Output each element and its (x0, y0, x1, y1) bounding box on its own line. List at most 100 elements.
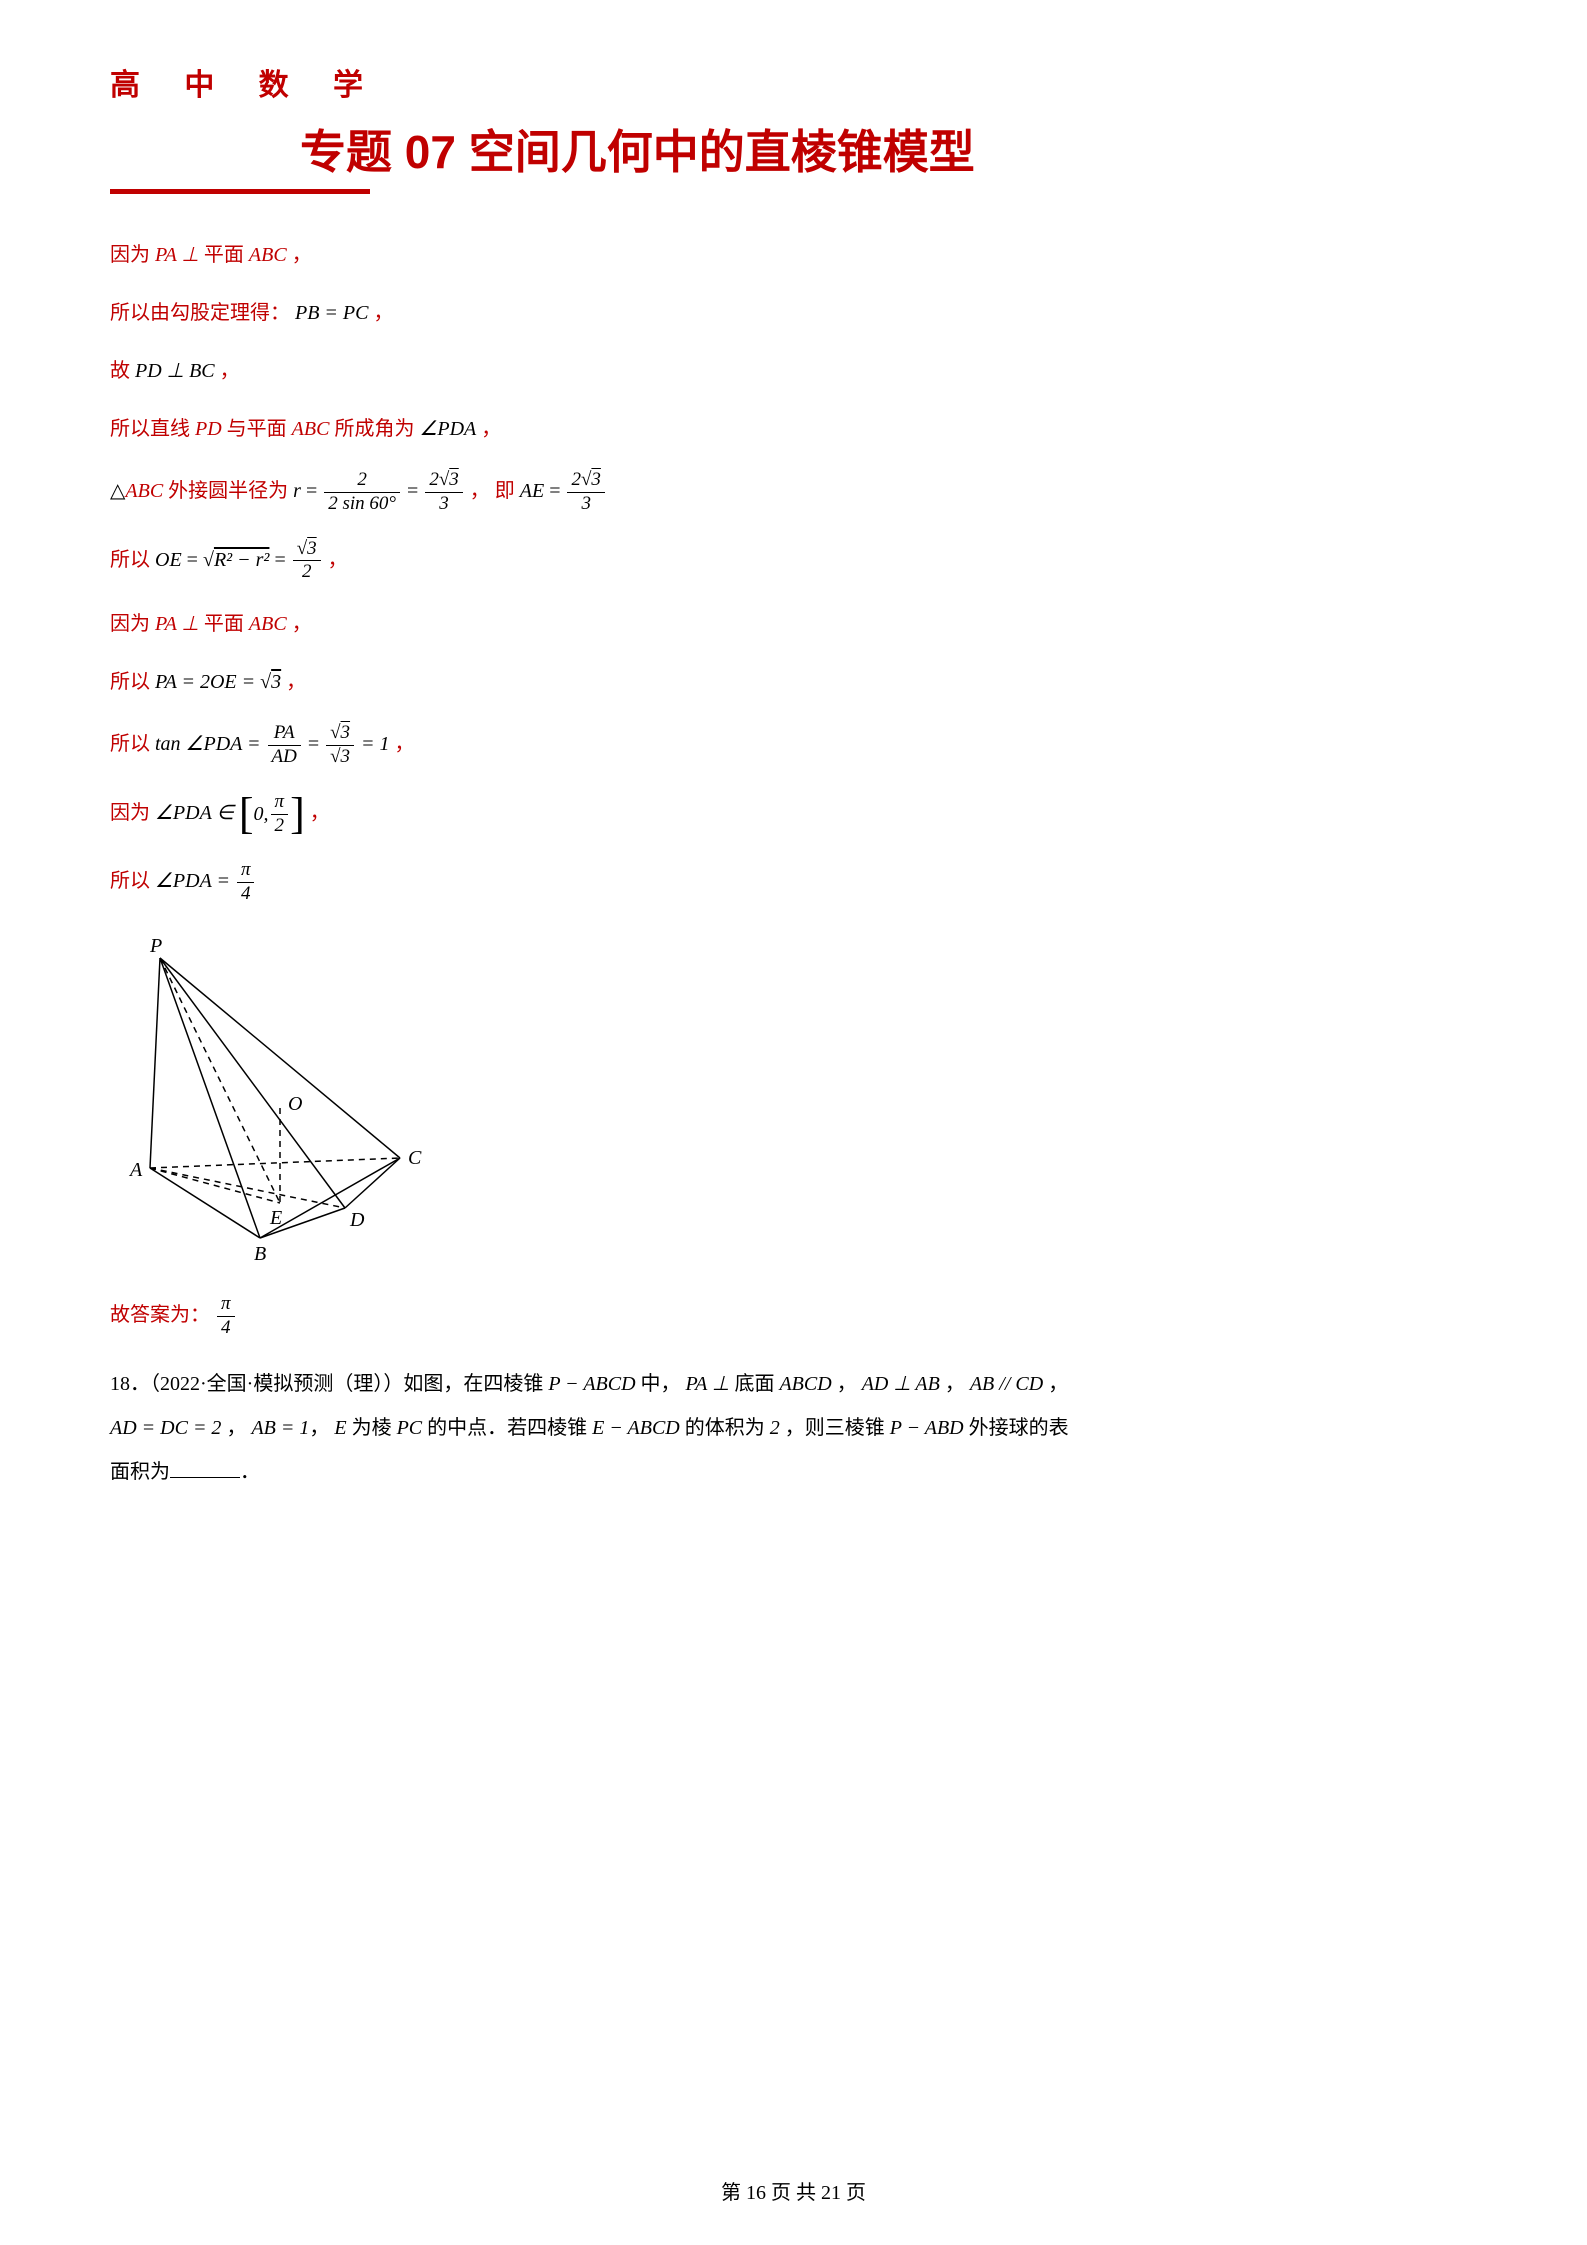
tetrahedron-diagram: P A B C D E O (110, 928, 430, 1268)
l8-m1: PA = 2OE = √3 (155, 671, 281, 693)
p18-m9: E − ABCD (592, 1417, 680, 1439)
l7-mid: 平面 (204, 613, 249, 635)
l5-ae: AE (520, 480, 544, 502)
p18-t3: ， (832, 1373, 862, 1395)
line-8: 所以 PA = 2OE = √3 ， (110, 664, 1477, 700)
l5-f1n: 2 (324, 469, 400, 493)
l9-f1n: PA (268, 722, 301, 746)
line-6: 所以 OE = √R² − r² = √3 2 ， (110, 538, 1477, 585)
p18-m3: AD ⊥ AB (862, 1373, 940, 1395)
answer-blank (170, 1455, 240, 1478)
l4-m1: PD (195, 418, 222, 440)
line-5: △ABC 外接圆半径为 r = 2 2 sin 60° = 2√3 3 ， 即 … (110, 469, 1477, 516)
l5-m1: ABC (125, 480, 163, 502)
l7-pre: 因为 (110, 613, 155, 635)
ans-frac: π 4 (217, 1293, 235, 1340)
p18-t8: 为棱 (347, 1417, 397, 1439)
l11-pre: 所以 (110, 870, 155, 892)
l4-m2: ABC (292, 418, 330, 440)
l6-pre: 所以 (110, 548, 155, 570)
l9-f1d: AD (268, 746, 301, 769)
l8-pre: 所以 (110, 671, 155, 693)
line-11: 所以 ∠PDA = π 4 (110, 859, 1477, 906)
l10-pre: 因为 (110, 802, 155, 824)
answer-line: 故答案为： π 4 (110, 1293, 1477, 1340)
l5-mid: 外接圆半径为 (168, 480, 293, 502)
ans-fd: 4 (217, 1317, 235, 1340)
p18-t5: ， (1043, 1373, 1068, 1395)
l5-f3d: 3 (567, 493, 604, 516)
l6-post: ， (328, 548, 348, 570)
p18-t11: ，则三棱锥 (780, 1417, 890, 1439)
p18-t2: 中， (636, 1373, 686, 1395)
p18-m1: P − ABCD (548, 1373, 635, 1395)
l3-math: PD ⊥ BC (135, 360, 215, 382)
l2-post: ， (374, 302, 394, 324)
l1-pre: 因为 (110, 244, 150, 266)
l8-post: ， (286, 671, 306, 693)
l10-fn: π (271, 791, 289, 815)
left-bracket-icon: [ (239, 796, 254, 831)
p18-t1: 如图，在四棱锥 (403, 1373, 548, 1395)
l3-pre: 故 (110, 360, 135, 382)
p18-source: （2022·全国·模拟预测（理）） (150, 1373, 403, 1395)
l9-f2d: √3 (326, 746, 354, 769)
l9-eq2: = 1 (361, 733, 390, 755)
l4-mid: 与平面 (227, 418, 292, 440)
l6-fn: √3 (293, 538, 321, 562)
diag-B: B (254, 1243, 266, 1265)
p18-m7: E (334, 1417, 346, 1439)
l5-f2n: 2√3 (425, 469, 462, 493)
l11-fn: π (237, 859, 255, 883)
l7-post: ， (292, 613, 312, 635)
l9-post: ， (395, 733, 415, 755)
l9-pre: 所以 (110, 733, 155, 755)
l5-f2d: 3 (425, 493, 462, 516)
l10-m1: ∠PDA ∈ (155, 802, 239, 824)
p18-t2b: 底面 (734, 1373, 779, 1395)
l4-post: ， (481, 418, 501, 440)
title-row: 专题 07 空间几何中的直棱锥模型 (110, 116, 1477, 182)
ans-fn: π (217, 1293, 235, 1317)
p18-t9: 的中点．若四棱锥 (422, 1417, 592, 1439)
l9-frac2: √3 √3 (326, 722, 354, 769)
p18-t10: 的体积为 (680, 1417, 770, 1439)
line-3: 故 PD ⊥ BC ， (110, 353, 1477, 389)
problem-18: 18．（2022·全国·模拟预测（理））如图，在四棱锥 P − ABCD 中， … (110, 1362, 1477, 1494)
l4-mid2: 所成角为 (334, 418, 419, 440)
l4-pre: 所以直线 (110, 418, 195, 440)
l7-m1: PA ⊥ (155, 613, 204, 635)
l5-frac3: 2√3 3 (567, 469, 604, 516)
l9-frac1: PA AD (268, 722, 301, 769)
p18-t13: 面积为 (110, 1461, 170, 1483)
p18-m4: AB // CD (970, 1373, 1043, 1395)
l11-fd: 4 (237, 883, 255, 906)
p18-m2b: ABCD (779, 1373, 831, 1395)
l5-r: r (293, 480, 301, 502)
l5-eq: = (306, 480, 322, 502)
l2-math: PB = PC (295, 302, 369, 324)
p18-m2: PA ⊥ (686, 1373, 735, 1395)
header-subject: 高 中 数 学 (110, 60, 1477, 104)
line-7: 因为 PA ⊥ 平面 ABC ， (110, 606, 1477, 642)
l5-f3n: 2√3 (567, 469, 604, 493)
l10-frac: π 2 (271, 791, 289, 838)
l5-eq3: = (549, 480, 565, 502)
main-title: 专题 07 空间几何中的直棱锥模型 (300, 116, 975, 182)
ans-pre: 故答案为： (110, 1304, 210, 1326)
p18-m10: 2 (770, 1417, 780, 1439)
diag-D: D (349, 1209, 365, 1231)
diag-P: P (149, 935, 162, 957)
l6-sqrt: √R² − r² (203, 548, 269, 570)
l5-f1d: 2 sin 60° (324, 493, 400, 516)
l5-mid2: ， 即 (470, 480, 520, 502)
line-9: 所以 tan ∠PDA = PA AD = √3 √3 = 1 ， (110, 722, 1477, 769)
l1-math2: ABC (249, 244, 287, 266)
l10-bracket: [ 0, π 2 ] (239, 791, 305, 838)
l9-eq: = (308, 733, 324, 755)
p18-m8: PC (397, 1417, 423, 1439)
p18-m6: AB = 1 (251, 1417, 309, 1439)
p18-t7: ， (309, 1417, 334, 1439)
l3-post: ， (220, 360, 240, 382)
content: 因为 PA ⊥ 平面 ABC ， 所以由勾股定理得： PB = PC ， 故 P… (110, 237, 1477, 1494)
